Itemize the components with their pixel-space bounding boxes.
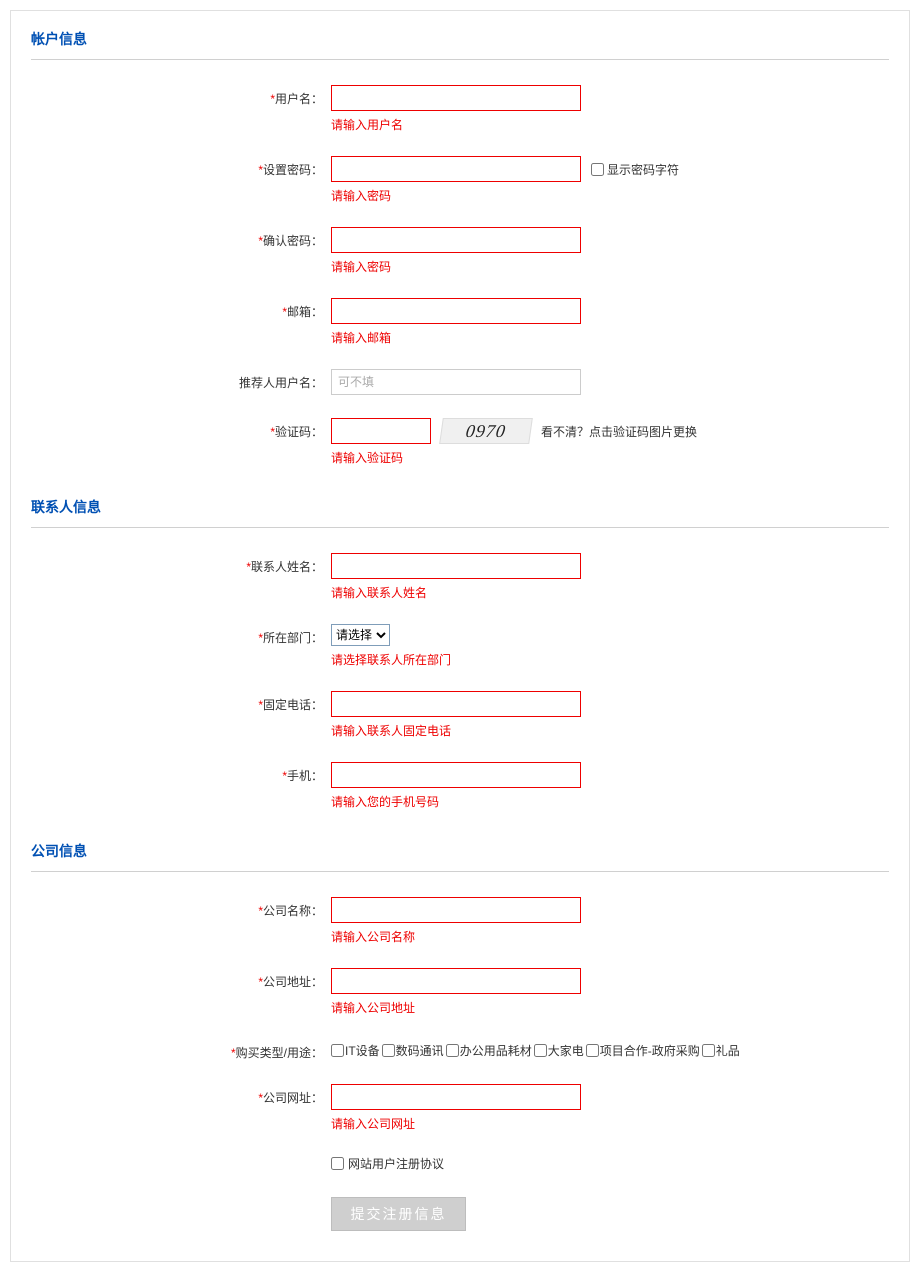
purchase-checkbox-3[interactable] bbox=[534, 1044, 547, 1057]
purchase-checkbox-4[interactable] bbox=[586, 1044, 599, 1057]
row-confirm-password: *确认密码： 请输入密码 bbox=[31, 227, 889, 293]
landline-input[interactable] bbox=[331, 691, 581, 717]
row-password: *设置密码： 显示密码字符 请输入密码 bbox=[31, 156, 889, 222]
submit-button[interactable]: 提交注册信息 bbox=[331, 1197, 466, 1231]
error-company-address: 请输入公司地址 bbox=[331, 999, 415, 1016]
row-agreement: 网站用户注册协议 bbox=[331, 1155, 889, 1172]
department-select[interactable]: 请选择 bbox=[331, 624, 390, 646]
label-email: 邮箱： bbox=[287, 305, 323, 319]
row-captcha: *验证码： 0970 看不清？点击验证码图片更换 请输入验证码 bbox=[31, 418, 889, 484]
section-header-company: 公司信息 bbox=[31, 833, 889, 872]
company-website-input[interactable] bbox=[331, 1084, 581, 1110]
label-contact-name: 联系人姓名： bbox=[251, 560, 323, 574]
error-company-website: 请输入公司网址 bbox=[331, 1115, 415, 1132]
purchase-checkbox-5[interactable] bbox=[702, 1044, 715, 1057]
label-captcha: 验证码： bbox=[275, 425, 323, 439]
username-input[interactable] bbox=[331, 85, 581, 111]
error-mobile: 请输入您的手机号码 bbox=[331, 793, 439, 810]
referrer-input[interactable] bbox=[331, 369, 581, 395]
label-company-name: 公司名称： bbox=[263, 904, 323, 918]
row-contact-name: *联系人姓名： 请输入联系人姓名 bbox=[31, 553, 889, 619]
show-password-wrap[interactable]: 显示密码字符 bbox=[591, 161, 679, 178]
row-company-address: *公司地址： 请输入公司地址 bbox=[31, 968, 889, 1034]
purchase-checkbox-2[interactable] bbox=[446, 1044, 459, 1057]
label-password: 设置密码： bbox=[263, 163, 323, 177]
show-password-label: 显示密码字符 bbox=[607, 161, 679, 178]
error-contact-name: 请输入联系人姓名 bbox=[331, 584, 427, 601]
error-landline: 请输入联系人固定电话 bbox=[331, 722, 451, 739]
purchase-opt-2[interactable]: 办公用品耗材 bbox=[446, 1042, 532, 1059]
label-mobile: 手机： bbox=[287, 769, 323, 783]
purchase-checkbox-0[interactable] bbox=[331, 1044, 344, 1057]
row-email: *邮箱： 请输入邮箱 bbox=[31, 298, 889, 364]
row-referrer: 推荐人用户名： bbox=[31, 369, 889, 413]
section-header-account: 帐户信息 bbox=[31, 21, 889, 60]
section-header-contact: 联系人信息 bbox=[31, 489, 889, 528]
label-company-website: 公司网址： bbox=[263, 1091, 323, 1105]
company-address-input[interactable] bbox=[331, 968, 581, 994]
captcha-image[interactable]: 0970 bbox=[439, 418, 533, 444]
label-landline: 固定电话： bbox=[263, 698, 323, 712]
purchase-type-group: IT设备 数码通讯 办公用品耗材 大家电 项目合作-政府采购 礼品 bbox=[331, 1039, 742, 1059]
row-purchase-type: *购买类型/用途： IT设备 数码通讯 办公用品耗材 大家电 项目合作-政府采购… bbox=[31, 1039, 889, 1079]
error-password: 请输入密码 bbox=[331, 187, 391, 204]
row-company-name: *公司名称： 请输入公司名称 bbox=[31, 897, 889, 963]
confirm-password-input[interactable] bbox=[331, 227, 581, 253]
error-department: 请选择联系人所在部门 bbox=[331, 651, 451, 668]
contact-name-input[interactable] bbox=[331, 553, 581, 579]
email-input[interactable] bbox=[331, 298, 581, 324]
error-captcha: 请输入验证码 bbox=[331, 449, 403, 466]
captcha-hint: 看不清？点击验证码图片更换 bbox=[541, 423, 697, 440]
password-input[interactable] bbox=[331, 156, 581, 182]
label-referrer: 推荐人用户名： bbox=[239, 376, 323, 390]
label-department: 所在部门： bbox=[263, 631, 323, 645]
label-username: 用户名： bbox=[275, 92, 323, 106]
error-email: 请输入邮箱 bbox=[331, 329, 391, 346]
row-company-website: *公司网址： 请输入公司网址 bbox=[31, 1084, 889, 1150]
purchase-checkbox-1[interactable] bbox=[382, 1044, 395, 1057]
company-name-input[interactable] bbox=[331, 897, 581, 923]
row-submit: 提交注册信息 bbox=[331, 1197, 889, 1231]
agreement-label: 网站用户注册协议 bbox=[348, 1155, 444, 1172]
row-username: *用户名： 请输入用户名 bbox=[31, 85, 889, 151]
label-confirm-password: 确认密码： bbox=[263, 234, 323, 248]
agreement-checkbox[interactable] bbox=[331, 1157, 344, 1170]
label-purchase-type: 购买类型/用途： bbox=[236, 1046, 323, 1060]
label-company-address: 公司地址： bbox=[263, 975, 323, 989]
row-landline: *固定电话： 请输入联系人固定电话 bbox=[31, 691, 889, 757]
mobile-input[interactable] bbox=[331, 762, 581, 788]
error-username: 请输入用户名 bbox=[331, 116, 403, 133]
purchase-opt-3[interactable]: 大家电 bbox=[534, 1042, 584, 1059]
captcha-input[interactable] bbox=[331, 418, 431, 444]
row-department: *所在部门： 请选择 请选择联系人所在部门 bbox=[31, 624, 889, 686]
purchase-opt-0[interactable]: IT设备 bbox=[331, 1042, 380, 1059]
error-confirm-password: 请输入密码 bbox=[331, 258, 391, 275]
purchase-opt-5[interactable]: 礼品 bbox=[702, 1042, 740, 1059]
row-mobile: *手机： 请输入您的手机号码 bbox=[31, 762, 889, 828]
error-company-name: 请输入公司名称 bbox=[331, 928, 415, 945]
registration-form: 帐户信息 *用户名： 请输入用户名 *设置密码： 显示密码字符 请输入密码 *确… bbox=[10, 10, 910, 1262]
purchase-opt-4[interactable]: 项目合作-政府采购 bbox=[586, 1042, 700, 1059]
purchase-opt-1[interactable]: 数码通讯 bbox=[382, 1042, 444, 1059]
show-password-checkbox[interactable] bbox=[591, 163, 604, 176]
